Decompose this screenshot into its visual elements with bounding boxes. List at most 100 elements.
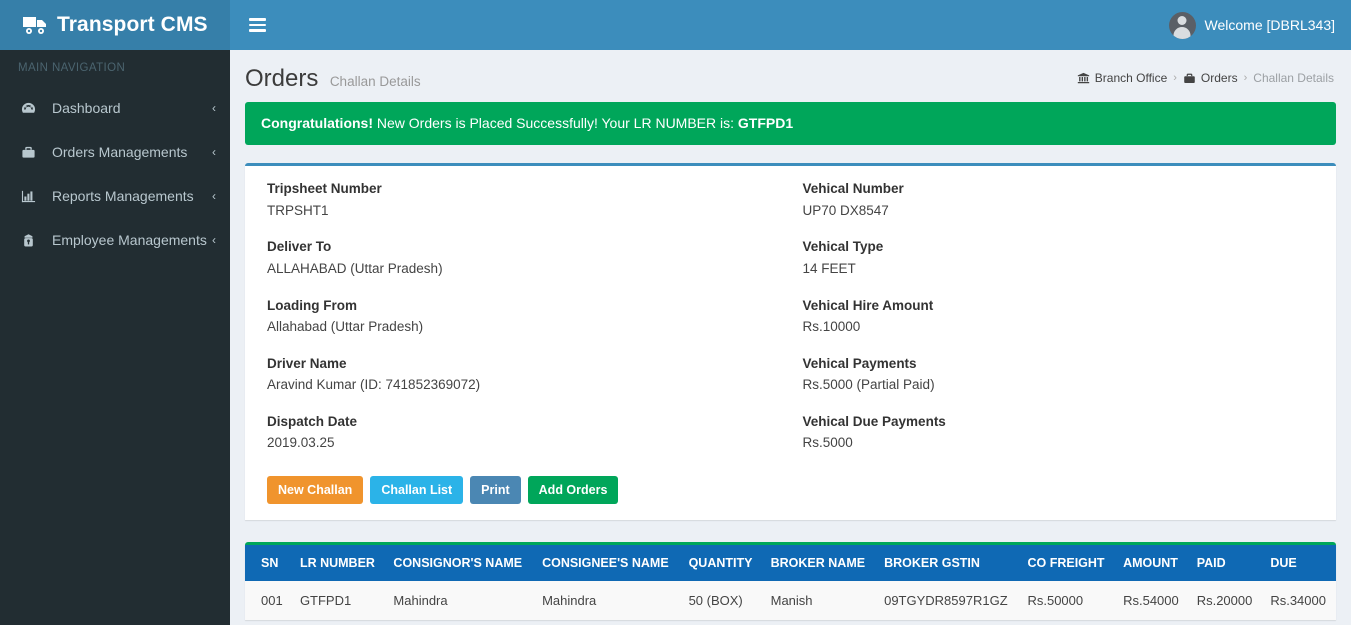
alert-lr-number: GTFPD1: [737, 115, 794, 131]
detail-value: Rs.5000 (Partial Paid): [802, 377, 935, 393]
briefcase-icon: [21, 145, 41, 160]
detail-vehical-payments: Vehical Payments Rs.5000 (Partial Paid): [803, 355, 1315, 394]
sidebar-item-orders-managements[interactable]: Orders Managements ‹: [0, 130, 230, 174]
sidebar-item-employee-managements[interactable]: Employee Managements ‹: [0, 218, 230, 262]
brand-name: Transport CMS: [57, 13, 208, 36]
page-title: Orders: [245, 65, 319, 92]
sidebar-item-label: Reports Managements: [52, 188, 194, 204]
detail-label: Loading From: [267, 297, 357, 313]
briefcase-icon: [1183, 72, 1196, 85]
column-header-broker-name[interactable]: BROKER NAME: [762, 545, 877, 582]
cell-paid: Rs.20000: [1188, 581, 1263, 621]
sidebar-item-dashboard[interactable]: Dashboard ‹: [0, 86, 230, 130]
chevron-left-icon: ‹: [212, 101, 216, 115]
cell-consignor: Mahindra: [385, 581, 535, 621]
sidebar-section-header: MAIN NAVIGATION: [18, 62, 126, 74]
truck-icon: [22, 14, 48, 36]
detail-vehical-due-payments: Vehical Due Payments Rs.5000: [803, 413, 1315, 452]
orders-table: SN LR NUMBER CONSIGNOR'S NAME CONSIGNEE'…: [245, 545, 1336, 621]
bar-chart-icon: [21, 189, 41, 204]
cell-broker-gstin: 09TGYDR8597R1GZ: [876, 581, 1020, 621]
top-navbar: Welcome [DBRL343]: [230, 0, 1351, 50]
cell-broker-name: Manish: [762, 581, 877, 621]
detail-vehical-number: Vehical Number UP70 DX8547: [803, 180, 1315, 219]
detail-tripsheet-number: Tripsheet Number TRPSHT1: [267, 180, 779, 219]
challan-details-panel: Tripsheet Number TRPSHT1 Deliver To ALLA…: [245, 163, 1336, 521]
table-header-row: SN LR NUMBER CONSIGNOR'S NAME CONSIGNEE'…: [245, 545, 1336, 582]
detail-vehical-type: Vehical Type 14 FEET: [803, 238, 1315, 277]
user-secret-icon: [21, 233, 41, 248]
breadcrumb-label: Branch Office: [1094, 71, 1168, 85]
column-header-consignee-name[interactable]: CONSIGNEE'S NAME: [534, 545, 681, 582]
hamburger-icon[interactable]: [235, 0, 280, 50]
alert-message: New Orders is Placed Successfully! Your …: [376, 115, 735, 131]
dashboard-icon: [21, 101, 41, 116]
cell-co-freight: Rs.50000: [1019, 581, 1116, 621]
column-header-co-freight[interactable]: CO FREIGHT: [1019, 545, 1116, 582]
success-alert: Congratulations! New Orders is Placed Su…: [245, 102, 1336, 146]
detail-value: Rs.10000: [802, 319, 861, 335]
cell-sn: 001: [245, 581, 292, 621]
detail-value: TRPSHT1: [267, 202, 329, 218]
column-header-sn[interactable]: SN: [245, 545, 292, 582]
table-row[interactable]: 001 GTFPD1 Mahindra Mahindra 50 (BOX) Ma…: [245, 581, 1336, 621]
content-body: Congratulations! New Orders is Placed Su…: [230, 102, 1351, 621]
chevron-left-icon: ‹: [212, 145, 216, 159]
sidebar: MAIN NAVIGATION Dashboard ‹ Orders Manag…: [0, 50, 230, 625]
breadcrumb-item-challan-details: Challan Details: [1253, 71, 1334, 85]
content-header: Orders Challan Details Branch Office ›: [230, 50, 1351, 102]
breadcrumb-label: Orders: [1200, 71, 1238, 85]
action-buttons: New Challan Challan List Print Add Order…: [255, 471, 1326, 506]
chevron-left-icon: ‹: [212, 233, 216, 247]
user-avatar-icon: [1168, 11, 1196, 39]
detail-label: Vehical Due Payments: [802, 413, 946, 429]
breadcrumb-item-branch-office[interactable]: Branch Office: [1077, 71, 1167, 85]
detail-vehical-hire-amount: Vehical Hire Amount Rs.10000: [803, 297, 1315, 336]
welcome-label: Welcome [DBRL343]: [1204, 17, 1335, 33]
bank-icon: [1077, 72, 1090, 85]
detail-value: Rs.5000: [802, 435, 853, 451]
brand-logo[interactable]: Transport CMS: [0, 0, 230, 50]
detail-label: Vehical Hire Amount: [802, 297, 934, 313]
detail-label: Vehical Payments: [802, 355, 917, 371]
sidebar-item-label: Dashboard: [52, 100, 121, 116]
cell-amount: Rs.54000: [1115, 581, 1189, 621]
column-header-consignor-name[interactable]: CONSIGNOR'S NAME: [385, 545, 535, 582]
chevron-left-icon: ‹: [212, 189, 216, 203]
breadcrumb-item-orders[interactable]: Orders: [1183, 71, 1238, 85]
page-subtitle: Challan Details: [329, 74, 421, 89]
detail-value: ALLAHABAD (Uttar Pradesh): [267, 261, 443, 277]
detail-label: Vehical Number: [802, 181, 904, 197]
challan-details-body: Tripsheet Number TRPSHT1 Deliver To ALLA…: [245, 166, 1336, 520]
add-orders-button[interactable]: Add Orders: [527, 475, 619, 505]
breadcrumb-separator: ›: [1243, 72, 1248, 84]
column-header-due[interactable]: DUE: [1262, 545, 1336, 582]
detail-label: Deliver To: [267, 239, 332, 255]
cell-consignee: Mahindra: [534, 581, 681, 621]
detail-value: UP70 DX8547: [802, 202, 889, 218]
new-challan-button[interactable]: New Challan: [267, 475, 364, 505]
detail-dispatch-date: Dispatch Date 2019.03.25: [267, 413, 779, 452]
orders-table-head: SN LR NUMBER CONSIGNOR'S NAME CONSIGNEE'…: [245, 545, 1336, 582]
details-right-column: Vehical Number UP70 DX8547 Vehical Type …: [791, 180, 1327, 470]
column-header-quantity[interactable]: QUANTITY: [680, 545, 763, 582]
cell-quantity: 50 (BOX): [680, 581, 763, 621]
challan-list-button[interactable]: Challan List: [370, 475, 464, 505]
column-header-broker-gstin[interactable]: BROKER GSTIN: [876, 545, 1020, 582]
detail-value: Allahabad (Uttar Pradesh): [267, 319, 424, 335]
detail-label: Dispatch Date: [267, 413, 358, 429]
detail-value: 14 FEET: [802, 261, 856, 277]
sidebar-item-label: Orders Managements: [52, 144, 188, 160]
sidebar-item-label: Employee Managements: [52, 232, 207, 248]
cell-due: Rs.34000: [1262, 581, 1336, 621]
column-header-lr-number[interactable]: LR NUMBER: [291, 545, 386, 582]
orders-table-body: 001 GTFPD1 Mahindra Mahindra 50 (BOX) Ma…: [245, 581, 1336, 621]
column-header-paid[interactable]: PAID: [1188, 545, 1263, 582]
details-left-column: Tripsheet Number TRPSHT1 Deliver To ALLA…: [255, 180, 791, 470]
print-button[interactable]: Print: [470, 475, 521, 505]
breadcrumb-separator: ›: [1173, 72, 1177, 84]
sidebar-item-reports-managements[interactable]: Reports Managements ‹: [0, 174, 230, 218]
column-header-amount[interactable]: AMOUNT: [1115, 545, 1189, 582]
user-menu[interactable]: Welcome [DBRL343]: [1168, 11, 1351, 39]
